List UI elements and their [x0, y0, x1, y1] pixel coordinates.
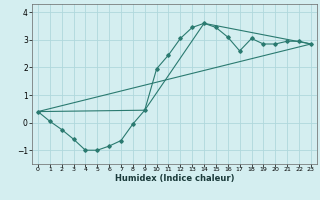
X-axis label: Humidex (Indice chaleur): Humidex (Indice chaleur): [115, 174, 234, 183]
